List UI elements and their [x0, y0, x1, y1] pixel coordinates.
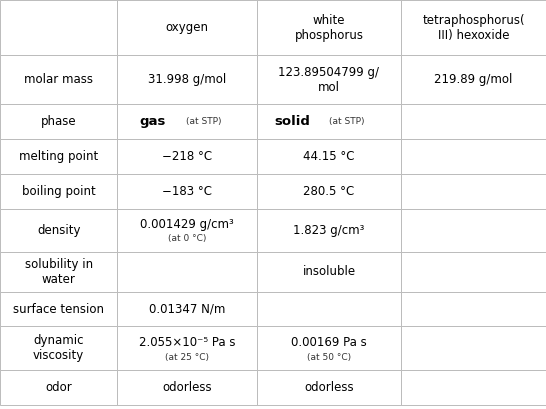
Text: melting point: melting point [19, 150, 98, 163]
Text: 44.15 °C: 44.15 °C [303, 150, 355, 163]
Bar [401, 55, 546, 104]
Text: 2.055×10⁻⁵ Pa s: 2.055×10⁻⁵ Pa s [139, 336, 235, 349]
Bar [0, 0, 117, 55]
Bar [257, 209, 401, 252]
Bar [117, 139, 257, 174]
Text: dynamic
viscosity: dynamic viscosity [33, 334, 84, 362]
Text: gas: gas [139, 115, 165, 128]
Bar [0, 292, 117, 326]
Bar [257, 370, 401, 405]
Text: (at STP): (at STP) [329, 117, 364, 126]
Bar [0, 370, 117, 405]
Text: 0.00169 Pa s: 0.00169 Pa s [291, 336, 367, 349]
Bar [401, 174, 546, 209]
Bar [117, 55, 257, 104]
Text: white
phosphorus: white phosphorus [294, 13, 364, 42]
Bar [257, 174, 401, 209]
Text: odorless: odorless [162, 381, 212, 394]
Bar [0, 139, 117, 174]
Bar [257, 326, 401, 370]
Text: 123.89504799 g/
mol: 123.89504799 g/ mol [278, 66, 379, 94]
Bar [117, 174, 257, 209]
Bar [401, 209, 546, 252]
Bar [257, 104, 401, 139]
Bar [257, 252, 401, 292]
Bar [257, 292, 401, 326]
Text: (at 50 °C): (at 50 °C) [307, 353, 351, 362]
Text: odor: odor [45, 381, 72, 394]
Bar [257, 0, 401, 55]
Text: (at 25 °C): (at 25 °C) [165, 353, 209, 362]
Text: 31.998 g/mol: 31.998 g/mol [148, 73, 226, 86]
Bar [401, 0, 546, 55]
Bar [0, 104, 117, 139]
Text: −183 °C: −183 °C [162, 185, 212, 198]
Bar [117, 292, 257, 326]
Bar [401, 292, 546, 326]
Text: 219.89 g/mol: 219.89 g/mol [435, 73, 513, 86]
Bar [0, 209, 117, 252]
Bar [117, 104, 257, 139]
Text: surface tension: surface tension [13, 303, 104, 316]
Bar [401, 370, 546, 405]
Text: (at 0 °C): (at 0 °C) [168, 234, 206, 243]
Bar [0, 252, 117, 292]
Text: 0.01347 N/m: 0.01347 N/m [149, 303, 225, 316]
Text: boiling point: boiling point [22, 185, 96, 198]
Bar [401, 326, 546, 370]
Bar [0, 174, 117, 209]
Bar [401, 104, 546, 139]
Bar [401, 252, 546, 292]
Bar [257, 55, 401, 104]
Bar [117, 326, 257, 370]
Bar [257, 139, 401, 174]
Text: 1.823 g/cm³: 1.823 g/cm³ [293, 224, 365, 236]
Bar [117, 0, 257, 55]
Text: (at STP): (at STP) [186, 117, 222, 126]
Text: 0.001429 g/cm³: 0.001429 g/cm³ [140, 218, 234, 231]
Text: −218 °C: −218 °C [162, 150, 212, 163]
Bar [117, 252, 257, 292]
Text: oxygen: oxygen [165, 21, 209, 34]
Bar [117, 370, 257, 405]
Text: phase: phase [41, 115, 76, 128]
Bar [0, 326, 117, 370]
Text: solid: solid [275, 115, 311, 128]
Text: odorless: odorless [304, 381, 354, 394]
Text: molar mass: molar mass [24, 73, 93, 86]
Text: solubility in
water: solubility in water [25, 258, 93, 286]
Bar [117, 209, 257, 252]
Bar [401, 139, 546, 174]
Bar [0, 55, 117, 104]
Text: tetraphosphorus(
III) hexoxide: tetraphosphorus( III) hexoxide [423, 13, 525, 42]
Text: insoluble: insoluble [302, 265, 355, 279]
Text: 280.5 °C: 280.5 °C [304, 185, 354, 198]
Text: density: density [37, 224, 80, 236]
